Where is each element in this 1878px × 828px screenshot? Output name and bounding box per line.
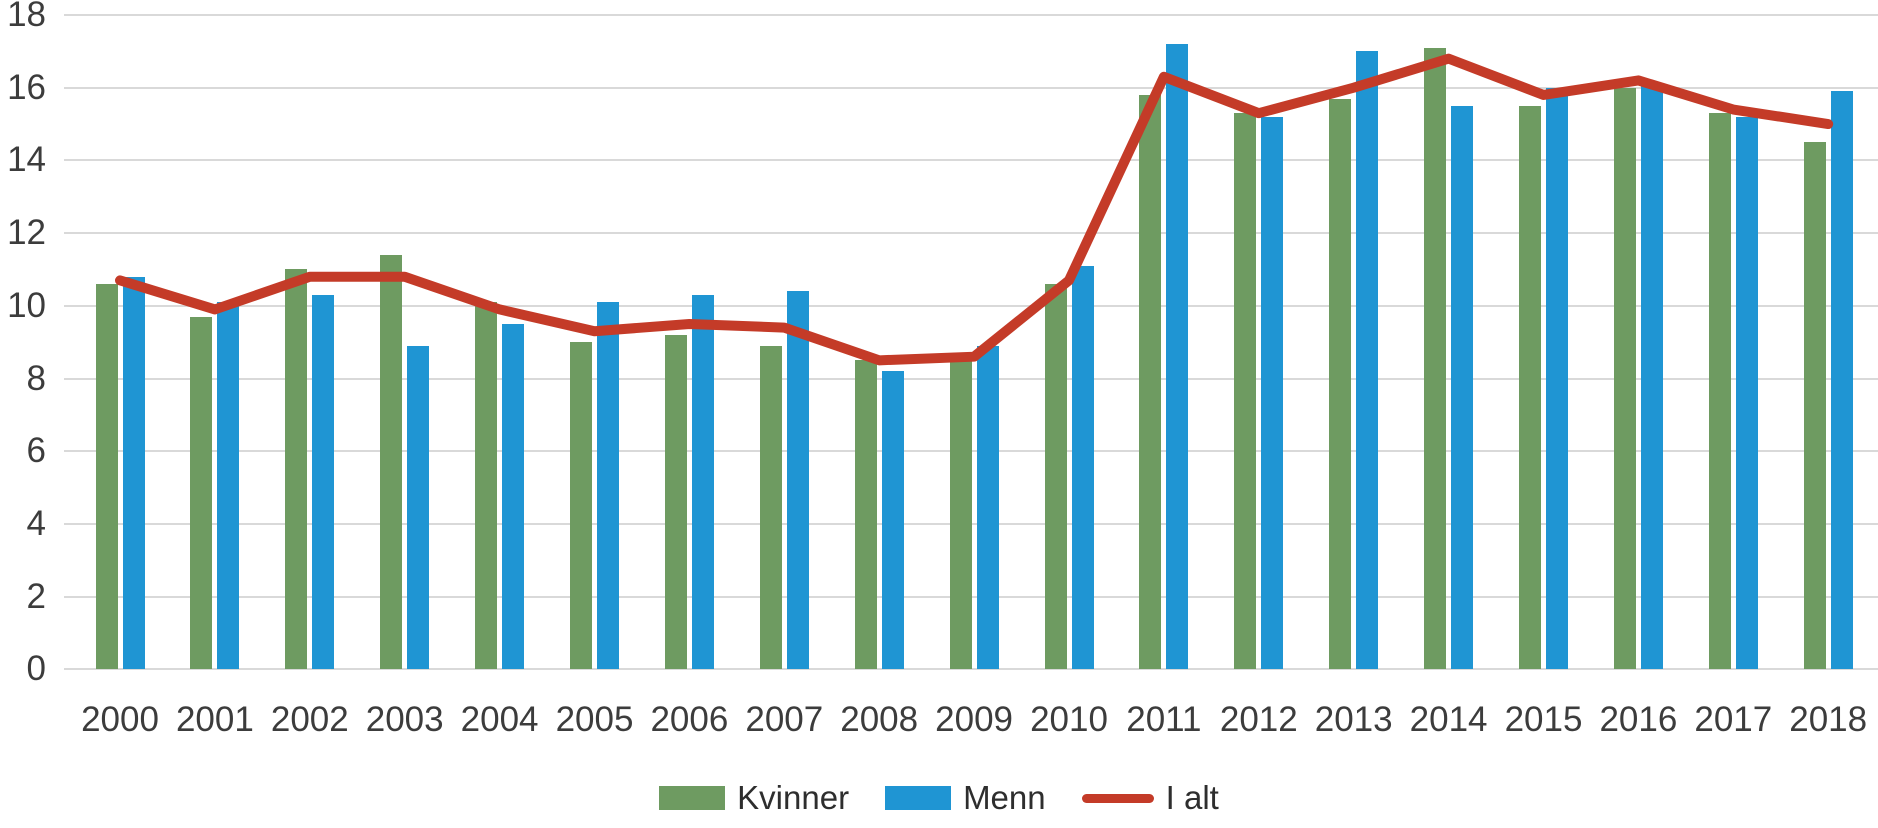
x-tick-label-2007: 2007 bbox=[745, 700, 824, 739]
legend-label-menn: Menn bbox=[963, 779, 1046, 816]
x-tick-label-2016: 2016 bbox=[1599, 700, 1678, 739]
gridline-10 bbox=[64, 304, 1878, 307]
bar-kvinner-2013 bbox=[1329, 98, 1352, 670]
x-tick-label-2010: 2010 bbox=[1030, 700, 1108, 739]
y-tick-label-18: 18 bbox=[7, 0, 46, 34]
legend-item-menn: Menn bbox=[885, 779, 1046, 817]
gridline-14 bbox=[64, 159, 1878, 162]
bar-kvinner-2000 bbox=[95, 283, 118, 670]
bar-menn-2012 bbox=[1261, 116, 1284, 670]
x-tick-label-2014: 2014 bbox=[1409, 700, 1488, 739]
x-tick-label-2017: 2017 bbox=[1694, 700, 1773, 739]
legend: Kvinner Menn I alt bbox=[0, 778, 1878, 818]
bar-kvinner-2011 bbox=[1139, 94, 1162, 670]
legend-swatch-menn bbox=[885, 786, 952, 810]
line-i-alt bbox=[115, 53, 1834, 366]
bar-menn-2008 bbox=[881, 371, 904, 670]
bar-kvinner-2006 bbox=[664, 334, 687, 670]
bar-menn-2014 bbox=[1451, 105, 1474, 670]
bar-kvinner-2003 bbox=[380, 254, 403, 670]
bar-kvinner-2005 bbox=[570, 342, 592, 670]
bar-menn-2016 bbox=[1640, 84, 1663, 670]
bar-menn-2018 bbox=[1830, 91, 1853, 670]
x-tick-label-2006: 2006 bbox=[650, 700, 729, 739]
y-tick-label-14: 14 bbox=[7, 140, 46, 180]
legend-swatch-i-alt bbox=[1081, 793, 1154, 803]
gridline-16 bbox=[64, 86, 1878, 89]
bar-menn-2001 bbox=[217, 302, 240, 670]
x-tick-label-2002: 2002 bbox=[270, 700, 349, 739]
bar-kvinner-2012 bbox=[1234, 113, 1257, 670]
x-tick-label-2013: 2013 bbox=[1314, 700, 1393, 739]
x-tick-label-2012: 2012 bbox=[1219, 700, 1298, 739]
x-tick-label-2018: 2018 bbox=[1789, 700, 1868, 739]
bar-menn-2005 bbox=[597, 302, 619, 670]
bar-kvinner-2002 bbox=[285, 269, 308, 670]
y-tick-label-8: 8 bbox=[26, 358, 46, 398]
legend-label-i-alt: I alt bbox=[1165, 779, 1219, 816]
gridline-12 bbox=[64, 232, 1878, 235]
bar-menn-2013 bbox=[1356, 51, 1379, 670]
bar-kvinner-2018 bbox=[1803, 142, 1826, 670]
x-tick-label-2001: 2001 bbox=[175, 700, 254, 739]
y-tick-label-16: 16 bbox=[7, 67, 46, 107]
bar-menn-2004 bbox=[502, 323, 525, 670]
x-tick-label-2011: 2011 bbox=[1126, 700, 1202, 739]
y-tick-label-10: 10 bbox=[7, 285, 46, 325]
x-tick-label-2009: 2009 bbox=[935, 700, 1014, 739]
bar-menn-2003 bbox=[407, 345, 430, 670]
bar-kvinner-2009 bbox=[949, 360, 972, 670]
bar-menn-2007 bbox=[786, 291, 809, 670]
bar-menn-2015 bbox=[1546, 87, 1568, 670]
bar-menn-2009 bbox=[976, 345, 999, 670]
legend-item-kvinner: Kvinner bbox=[659, 779, 849, 817]
x-tick-label-2004: 2004 bbox=[460, 700, 539, 739]
x-tick-label-2015: 2015 bbox=[1504, 700, 1583, 739]
bar-kvinner-2015 bbox=[1519, 105, 1541, 670]
x-tick-label-2008: 2008 bbox=[840, 700, 919, 739]
bar-kvinner-2001 bbox=[190, 316, 213, 670]
bar-kvinner-2010 bbox=[1044, 283, 1067, 670]
bar-menn-2011 bbox=[1166, 44, 1189, 670]
legend-swatch-kvinner bbox=[659, 786, 726, 810]
bar-menn-2010 bbox=[1071, 265, 1094, 670]
bar-kvinner-2007 bbox=[759, 345, 782, 670]
legend-label-kvinner: Kvinner bbox=[737, 779, 850, 816]
y-tick-label-12: 12 bbox=[7, 213, 46, 253]
bar-menn-2002 bbox=[312, 294, 335, 670]
gridline-18 bbox=[64, 14, 1878, 16]
bar-kvinner-2004 bbox=[475, 302, 498, 670]
y-tick-label-2: 2 bbox=[26, 576, 46, 616]
bar-kvinner-2008 bbox=[854, 360, 877, 670]
y-tick-label-6: 6 bbox=[26, 431, 46, 471]
bar-menn-2017 bbox=[1735, 116, 1758, 670]
bar-kvinner-2014 bbox=[1424, 47, 1447, 670]
bar-kvinner-2017 bbox=[1708, 113, 1731, 670]
gridline-0 bbox=[64, 668, 1878, 671]
x-tick-label-2005: 2005 bbox=[555, 700, 634, 739]
x-tick-label-2000: 2000 bbox=[81, 700, 159, 739]
bar-menn-2006 bbox=[691, 294, 714, 670]
x-tick-label-2003: 2003 bbox=[365, 700, 444, 739]
bar-menn-2000 bbox=[122, 276, 145, 670]
bar-kvinner-2016 bbox=[1613, 87, 1636, 670]
y-tick-label-0: 0 bbox=[26, 649, 46, 689]
legend-item-i-alt: I alt bbox=[1081, 779, 1219, 817]
y-tick-label-4: 4 bbox=[26, 503, 46, 543]
